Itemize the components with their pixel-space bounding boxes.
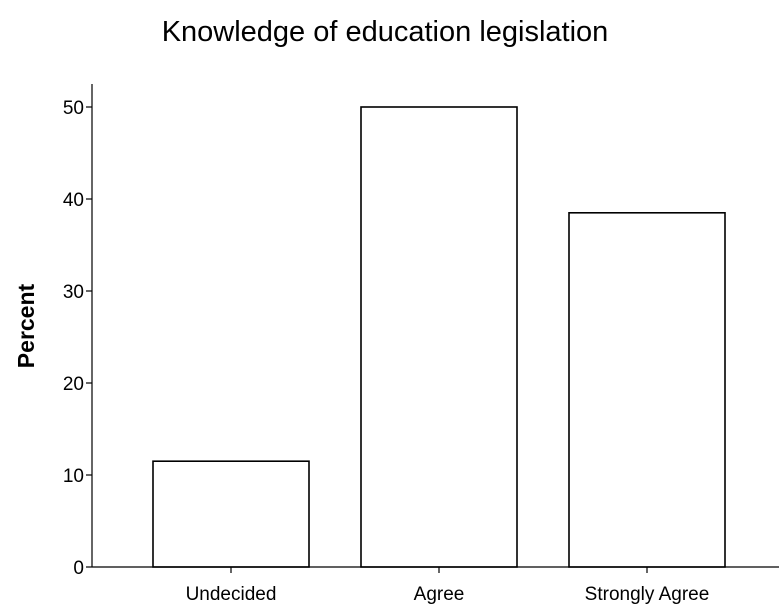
y-tick-label: 50 — [63, 98, 84, 119]
chart-title: Knowledge of education legislation — [162, 16, 609, 48]
y-tick-label: 30 — [63, 282, 84, 303]
x-tick-label: Strongly Agree — [585, 584, 710, 605]
y-tick-label: 0 — [73, 558, 84, 579]
x-axis: Undecided Agree Strongly Agree — [92, 566, 779, 605]
y-tick-label: 10 — [63, 466, 84, 487]
x-tick-label: Agree — [414, 584, 465, 605]
bars — [152, 106, 726, 568]
bar — [360, 106, 518, 568]
y-axis-label: Percent — [13, 283, 39, 368]
y-axis: 0 10 20 30 40 50 — [63, 84, 93, 579]
y-tick-label: 40 — [63, 190, 84, 211]
y-tick-label: 20 — [63, 374, 84, 395]
bar — [152, 460, 310, 568]
bar — [568, 212, 726, 568]
x-tick-label: Undecided — [186, 584, 277, 605]
